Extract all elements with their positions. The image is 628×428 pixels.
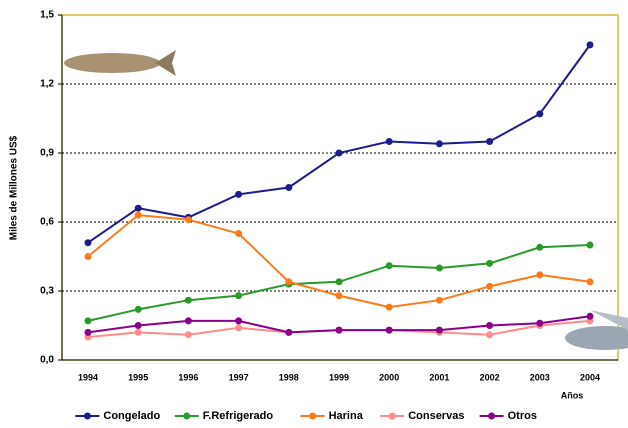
data-point	[586, 41, 594, 49]
legend-label: Conservas	[408, 410, 464, 422]
data-point	[335, 278, 343, 286]
legend-item: Harina	[300, 410, 364, 422]
data-point	[335, 292, 343, 300]
legend-label: Congelado	[103, 410, 160, 422]
legend-item: Otros	[479, 410, 537, 422]
data-point	[285, 328, 293, 336]
data-point	[536, 110, 544, 118]
legend-marker	[83, 412, 91, 420]
x-tick-label: 1996	[178, 372, 198, 382]
data-point	[486, 322, 494, 329]
data-point	[435, 326, 443, 334]
x-tick-label: 1998	[279, 372, 299, 382]
x-tick-label: 1994	[78, 372, 98, 382]
data-point	[335, 326, 343, 334]
legend-marker	[388, 412, 396, 420]
fish-decoration	[64, 50, 628, 350]
y-tick-label: 1,2	[40, 79, 54, 90]
data-point	[586, 241, 594, 249]
legend-label: Harina	[329, 410, 364, 422]
data-point	[486, 282, 494, 290]
legend-label: F.Refrigerado	[203, 410, 274, 422]
data-point	[84, 328, 92, 336]
x-axis-title: Años	[561, 390, 584, 400]
x-tick-label: 2001	[429, 372, 449, 382]
data-point	[184, 317, 192, 325]
x-tick-label: 1999	[329, 372, 349, 382]
data-point	[486, 138, 494, 145]
data-point	[134, 204, 142, 212]
legend-label: Otros	[508, 410, 537, 422]
data-point	[486, 259, 494, 267]
legend-item: Conservas	[380, 410, 464, 422]
data-point	[435, 296, 443, 304]
data-point	[184, 216, 192, 224]
x-tick-label: 2004	[580, 372, 600, 382]
data-point	[435, 264, 443, 272]
data-point	[235, 230, 243, 237]
data-point	[335, 149, 343, 157]
legend-item: Congelado	[75, 410, 161, 422]
data-point	[536, 271, 544, 279]
data-point	[586, 312, 594, 320]
data-point	[84, 239, 92, 247]
data-point	[385, 262, 393, 270]
plot-area	[61, 14, 619, 361]
data-point	[385, 303, 393, 311]
data-point	[536, 319, 544, 327]
data-point	[285, 278, 293, 286]
data-point	[385, 138, 393, 145]
y-tick-label: 0,0	[40, 355, 54, 366]
x-tick-label: 2002	[480, 372, 500, 382]
data-point	[235, 292, 243, 300]
data-point	[134, 322, 142, 329]
y-tick-label: 0,6	[40, 217, 54, 228]
data-point	[134, 328, 142, 336]
data-point	[235, 317, 243, 325]
x-tick-label: 1997	[229, 372, 249, 382]
y-axis-title: Miles de Millones US$	[9, 135, 20, 240]
y-tick-label: 0,3	[40, 286, 54, 297]
data-point	[84, 253, 92, 260]
data-point	[586, 278, 594, 286]
data-point	[235, 190, 243, 198]
data-point	[435, 140, 443, 148]
legend-marker	[309, 412, 317, 420]
data-point	[184, 296, 192, 304]
x-tick-label: 2003	[530, 372, 550, 382]
x-tick-label: 1995	[128, 372, 148, 382]
x-tick-label: 2000	[379, 372, 399, 382]
data-point	[134, 211, 142, 219]
y-tick-label: 1,5	[40, 10, 54, 21]
legend-marker	[488, 412, 496, 420]
data-point	[235, 324, 243, 332]
y-tick-label: 0,9	[40, 148, 54, 159]
data-point	[536, 243, 544, 251]
data-point	[184, 331, 192, 339]
data-point	[486, 331, 494, 339]
data-point	[84, 317, 92, 325]
data-point	[285, 184, 293, 191]
data-point	[134, 305, 142, 313]
legend-marker	[183, 412, 191, 420]
legend-item: F.Refrigerado	[174, 410, 274, 422]
data-point	[385, 326, 393, 334]
